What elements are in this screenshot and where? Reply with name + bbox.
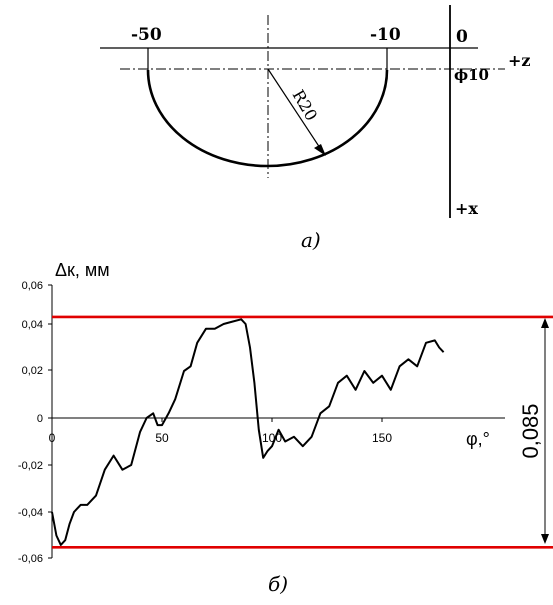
series-line xyxy=(51,318,445,546)
y-tick-marks xyxy=(48,284,52,559)
caption-a: а) xyxy=(301,228,321,252)
y-axis-label: Δк, мм xyxy=(55,260,110,280)
radius-label: R20 xyxy=(289,87,322,125)
band-arrowhead-top xyxy=(541,318,549,328)
y-tick-label: 0 xyxy=(37,413,43,425)
diagram-a: -50 -10 0 +z ϕ10 +x R20 а) xyxy=(100,5,531,252)
y-tick-label: -0,04 xyxy=(18,507,43,519)
radius-arrowhead xyxy=(314,144,326,156)
band-label: 0,085 xyxy=(518,403,543,458)
diameter-label: ϕ10 xyxy=(454,66,489,84)
caption-b: б) xyxy=(268,572,288,596)
y-tick-label: -0,02 xyxy=(18,460,43,472)
x-tick-label: 100 xyxy=(262,431,282,445)
x-axis-label: φ,° xyxy=(466,429,490,449)
x-tick-label: 50 xyxy=(155,431,169,445)
x-tick-label: 0 xyxy=(49,431,56,445)
z-label-minus-50: -50 xyxy=(131,25,162,45)
z-label-zero: 0 xyxy=(456,27,468,47)
z-label-minus-10: -10 xyxy=(370,25,401,45)
axis-z-label: +z xyxy=(508,51,531,70)
x-tick-marks xyxy=(161,418,383,422)
y-tick-label: 0,06 xyxy=(22,280,43,292)
semicircle-profile xyxy=(146,69,389,168)
y-tick-label: 0,02 xyxy=(22,365,43,377)
chart-b: 0,06 0,04 0,02 0 -0,02 -0,04 -0,06 0 50 … xyxy=(18,260,553,596)
y-tick-label: 0,04 xyxy=(22,319,43,331)
x-tick-label: 150 xyxy=(372,431,392,445)
axis-x-label: +x xyxy=(455,199,478,218)
radius-arrow-line xyxy=(267,68,323,152)
band-arrowhead-bottom xyxy=(541,534,549,544)
y-tick-label: -0,06 xyxy=(18,553,43,565)
